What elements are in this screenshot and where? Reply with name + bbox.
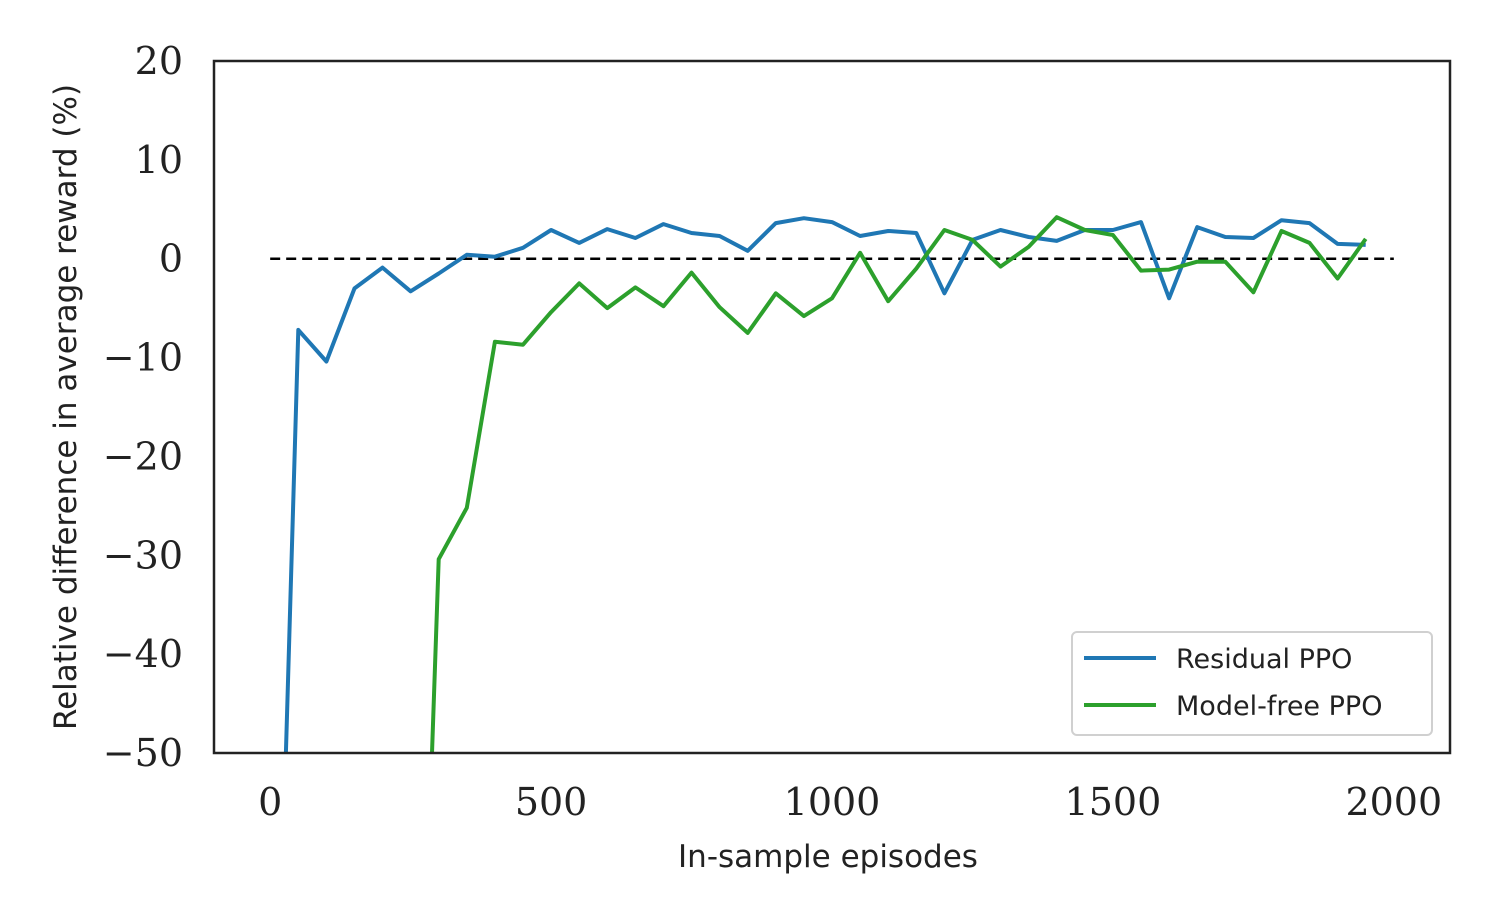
y-tick-label: −50	[103, 731, 183, 775]
series-line-model-free-ppo	[430, 215, 1368, 754]
y-tick-label: −40	[103, 632, 183, 676]
y-tick-label: −20	[103, 434, 183, 478]
x-tick-label: 500	[515, 780, 588, 824]
y-tick-label: 20	[135, 39, 183, 83]
y-tick-label: −10	[103, 336, 183, 380]
legend-box	[1071, 631, 1433, 736]
x-axis-label: In-sample episodes	[678, 839, 978, 875]
legend: Residual PPO Model-free PPO	[1071, 631, 1433, 736]
y-axis-label: Relative difference in average reward (%…	[48, 84, 84, 730]
x-tick-label: 2000	[1345, 780, 1442, 824]
legend-label-model-free-ppo: Model-free PPO	[1176, 691, 1382, 722]
series-line-residual-ppo	[283, 216, 1366, 754]
y-tick-label: 10	[135, 138, 183, 182]
x-tick-label: 0	[258, 780, 282, 824]
y-tick-label: −30	[103, 533, 183, 577]
plot-frame	[212, 59, 1452, 755]
x-tick-label: 1500	[1065, 780, 1162, 824]
legend-label-residual-ppo: Residual PPO	[1176, 644, 1352, 675]
y-tick-label: 0	[159, 237, 183, 281]
x-tick-label: 1000	[784, 780, 881, 824]
